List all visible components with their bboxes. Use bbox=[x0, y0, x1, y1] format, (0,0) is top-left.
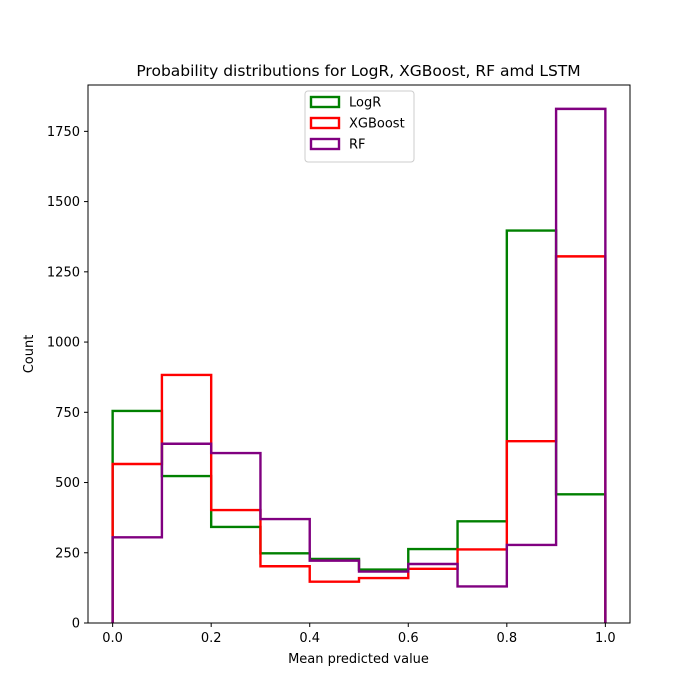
axes-frame bbox=[87, 84, 631, 624]
legend-box bbox=[304, 90, 415, 163]
y-tick-label: 250 bbox=[55, 546, 80, 561]
x-tick-label: 0.4 bbox=[299, 631, 320, 646]
x-tick-label: 1.0 bbox=[595, 631, 616, 646]
y-tick-label: 1000 bbox=[47, 336, 80, 351]
chart-title: Probability distributions for LogR, XGBo… bbox=[136, 62, 580, 80]
series-rf-step bbox=[111, 107, 607, 623]
x-axis-label: Mean predicted value bbox=[288, 652, 429, 667]
legend-swatch-xgboost bbox=[309, 116, 341, 130]
x-tick-label: 0.2 bbox=[201, 631, 222, 646]
y-tick-label: 1250 bbox=[47, 265, 80, 280]
y-axis-label: Count bbox=[22, 335, 37, 374]
legend: LogR XGBoost RF bbox=[304, 90, 415, 163]
y-tick-label: 750 bbox=[55, 406, 80, 421]
y-tick-label: 1500 bbox=[47, 195, 80, 210]
x-tick-label: 0.0 bbox=[102, 631, 123, 646]
legend-label-logr: LogR bbox=[349, 96, 381, 111]
y-tick-label: 1750 bbox=[47, 125, 80, 140]
x-tick-label: 0.6 bbox=[398, 631, 419, 646]
legend-swatch-logr bbox=[309, 95, 341, 109]
legend-swatch-rf bbox=[309, 137, 341, 151]
legend-label-rf: RF bbox=[349, 138, 366, 153]
plot-area bbox=[111, 107, 607, 623]
x-tick-label: 0.8 bbox=[496, 631, 517, 646]
axes: 0.0 0.2 0.4 0.6 0.8 1.0 0 250 500 750 1000 1250 1500… bbox=[47, 84, 631, 646]
y-tick-label: 0 bbox=[72, 617, 80, 632]
legend-label-xgboost: XGBoost bbox=[349, 117, 405, 132]
y-tick-label: 500 bbox=[55, 476, 80, 491]
series-xgboost-step bbox=[111, 255, 607, 623]
